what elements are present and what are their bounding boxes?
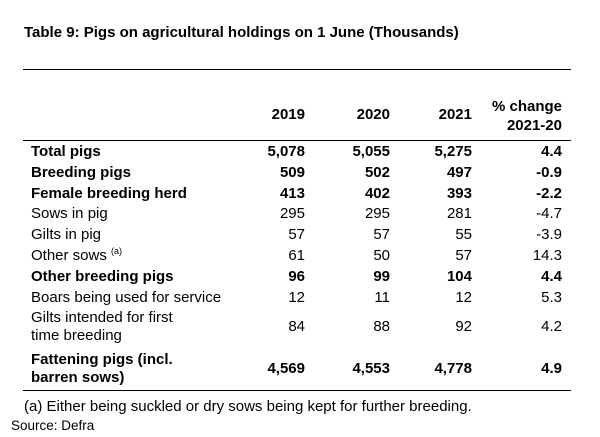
value-2020: 11 (374, 289, 390, 306)
value-2019: 5,078 (267, 143, 305, 160)
bottom-rule (23, 390, 571, 391)
value-2019: 413 (279, 185, 305, 202)
row-label-text: Other sows (31, 247, 107, 264)
row-label: Boars being used for service (31, 289, 241, 307)
row-label: Sows in pig (31, 205, 241, 223)
row-label-text: Female breeding herd (31, 185, 187, 202)
value-2021: 12 (455, 289, 472, 306)
row-label-text: Other breeding pigs (31, 268, 174, 285)
row-label: Gilts in pig (31, 226, 241, 244)
table-row: Female breeding herd 413 402 393 -2.2 (0, 185, 600, 203)
value-2021: 104 (446, 268, 472, 285)
value-2019: 4,569 (267, 360, 305, 377)
row-label-text: Breeding pigs (31, 164, 132, 181)
value-2020: 502 (364, 164, 390, 181)
value-percent-change: 4.9 (541, 360, 562, 377)
row-label-text: Total pigs (31, 143, 101, 160)
value-2021: 57 (455, 247, 472, 264)
value-2020: 88 (373, 318, 390, 335)
value-2019: 12 (288, 289, 305, 306)
row-label: Other breeding pigs (31, 268, 241, 286)
column-header-percent-change: % change 2021-20 (492, 97, 562, 135)
column-header-percent-change-line1: % change (491, 98, 562, 115)
value-2019: 96 (288, 268, 305, 285)
value-percent-change: 14.3 (532, 247, 562, 264)
column-header-percent-change-line2: 2021-20 (506, 117, 562, 134)
value-2019: 509 (279, 164, 305, 181)
value-2019: 61 (288, 247, 305, 264)
footnote-marker: (a) (111, 246, 123, 256)
table-row: Breeding pigs 509 502 497 -0.9 (0, 164, 600, 182)
row-label: Other sows (a) (31, 247, 241, 265)
table-row: Boars being used for service 12 11 12 5.3 (0, 289, 600, 307)
value-percent-change: -0.9 (536, 164, 562, 181)
footnote: (a) Either being suckled or dry sows bei… (24, 398, 472, 415)
value-2021: 55 (455, 226, 472, 243)
value-2020: 50 (373, 247, 390, 264)
row-label: Fattening pigs (incl. barren sows) (31, 351, 221, 387)
value-2019: 295 (279, 205, 305, 222)
value-2021: 4,778 (434, 360, 472, 377)
value-2020: 4,553 (352, 360, 390, 377)
value-percent-change: 4.4 (541, 268, 562, 285)
value-percent-change: 5.3 (541, 289, 562, 306)
value-2019: 84 (288, 318, 305, 335)
source-note: Source: Defra (11, 418, 95, 433)
header-rule (23, 140, 571, 141)
column-header-2020: 2020 (356, 106, 390, 123)
table-row: Fattening pigs (incl. barren sows) 4,569 4… (0, 351, 600, 387)
table-row: Other breeding pigs 96 99 104 4.4 (0, 268, 600, 286)
value-2021: 5,275 (434, 143, 472, 160)
top-rule (23, 69, 571, 70)
row-label-text: Gilts in pig (31, 226, 102, 243)
value-percent-change: 4.2 (541, 318, 562, 335)
value-2021: 497 (446, 164, 472, 181)
row-label-text: Fattening pigs (incl. barren sows) (31, 351, 173, 386)
row-label: Gilts intended for first time breeding (31, 309, 201, 345)
value-2021: 281 (446, 205, 472, 222)
row-label-text: Gilts intended for first time breeding (31, 309, 173, 344)
table-row: Gilts intended for first time breeding 84… (0, 309, 600, 345)
row-label: Female breeding herd (31, 185, 241, 203)
table-row: Gilts in pig 57 57 55 -3.9 (0, 226, 600, 244)
value-2021: 393 (446, 185, 472, 202)
value-2020: 57 (373, 226, 390, 243)
table-title: Table 9: Pigs on agricultural holdings o… (24, 24, 459, 41)
value-2020: 5,055 (352, 143, 390, 160)
column-header-2019: 2019 (271, 106, 305, 123)
row-label-text: Sows in pig (31, 205, 108, 222)
table-row: Total pigs 5,078 5,055 5,275 4.4 (0, 143, 600, 161)
value-percent-change: -4.7 (536, 205, 562, 222)
table-row: Sows in pig 295 295 281 -4.7 (0, 205, 600, 223)
value-2020: 402 (364, 185, 390, 202)
value-2020: 295 (364, 205, 390, 222)
value-percent-change: 4.4 (541, 143, 562, 160)
value-percent-change: -3.9 (536, 226, 562, 243)
column-header-2021: 2021 (438, 106, 472, 123)
value-percent-change: -2.2 (536, 185, 562, 202)
row-label: Breeding pigs (31, 164, 241, 182)
table-row: Other sows (a) 61 50 57 14.3 (0, 247, 600, 265)
value-2020: 99 (373, 268, 390, 285)
value-2019: 57 (288, 226, 305, 243)
row-label: Total pigs (31, 143, 241, 161)
value-2021: 92 (455, 318, 472, 335)
row-label-text: Boars being used for service (31, 289, 222, 306)
